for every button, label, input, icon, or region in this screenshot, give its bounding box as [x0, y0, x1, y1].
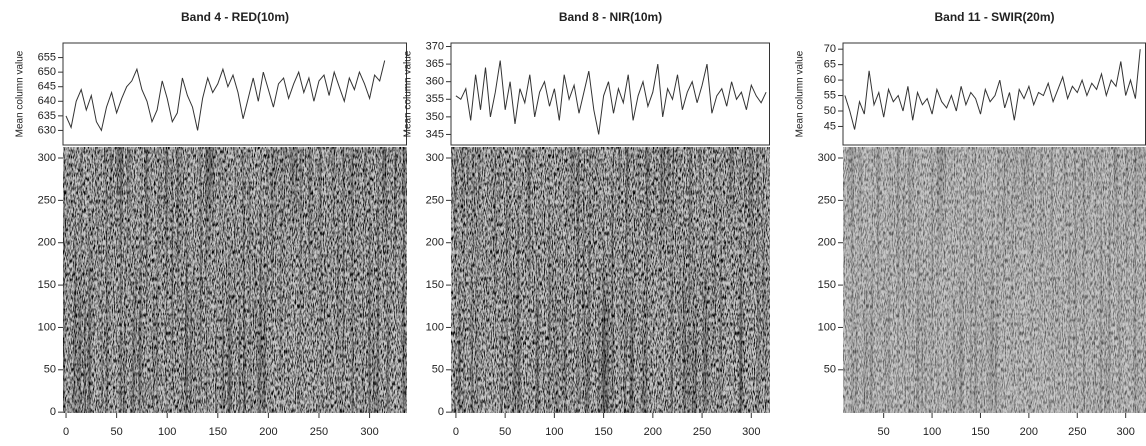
y-tick-label: 250 [38, 194, 56, 206]
y-tick-label: 645 [38, 81, 56, 93]
y-tick-label: 300 [426, 152, 444, 164]
x-tick-label: 0 [63, 426, 69, 438]
y-tick-label: 365 [426, 58, 444, 70]
y-tick-label: 60 [824, 74, 836, 86]
x-tick-label: 50 [878, 426, 890, 438]
y-tick-label: 100 [38, 321, 56, 333]
image-streaks [843, 147, 1146, 413]
panel-title: Band 11 - SWIR(20m) [934, 10, 1054, 24]
panel-title: Band 8 - NIR(10m) [559, 10, 662, 24]
line [455, 60, 767, 135]
y-tick-label: 65 [824, 59, 836, 71]
x-tick-label: 250 [1068, 426, 1086, 438]
y-tick-label: 650 [38, 66, 56, 78]
y-tick-label: 200 [38, 237, 56, 249]
y-axis-label: Mean column value [795, 50, 806, 137]
plot-frame [842, 42, 1146, 146]
y-tick-label: 630 [38, 124, 56, 136]
y-tick-label: 50 [824, 364, 836, 376]
y-tick-label: 0 [50, 406, 56, 418]
y-tick-label: 370 [426, 40, 444, 52]
x-tick-label: 300 [360, 426, 378, 438]
y-axis-label: Mean column value [15, 50, 26, 137]
y-tick-label: 200 [818, 237, 836, 249]
image-streaks [451, 147, 770, 413]
y-tick-label: 655 [38, 51, 56, 63]
x-tick-label: 200 [1020, 426, 1038, 438]
y-tick-label: 150 [426, 279, 444, 291]
x-tick-label: 150 [594, 426, 612, 438]
y-tick-label: 100 [818, 321, 836, 333]
y-axis-label: Mean column value [403, 50, 414, 137]
x-tick-label: 200 [644, 426, 662, 438]
y-tick-label: 55 [824, 89, 836, 101]
x-tick-label: 200 [259, 426, 277, 438]
y-tick-label: 635 [38, 110, 56, 122]
y-tick-label: 50 [824, 105, 836, 117]
x-tick-label: 100 [923, 426, 941, 438]
image-streaks [63, 147, 407, 413]
y-tick-label: 0 [438, 406, 444, 418]
y-tick-label: 300 [818, 152, 836, 164]
x-tick-label: 150 [971, 426, 989, 438]
y-tick-label: 50 [432, 364, 444, 376]
y-tick-label: 70 [824, 43, 836, 55]
y-tick-label: 345 [426, 128, 444, 140]
x-tick-label: 50 [110, 426, 122, 438]
y-tick-label: 250 [426, 194, 444, 206]
plot-frame [62, 42, 407, 146]
y-tick-label: 300 [38, 152, 56, 164]
x-tick-label: 100 [158, 426, 176, 438]
x-tick-label: 50 [499, 426, 511, 438]
y-tick-label: 150 [818, 279, 836, 291]
x-tick-label: 250 [693, 426, 711, 438]
line [65, 60, 386, 132]
y-tick-label: 150 [38, 279, 56, 291]
y-tick-label: 100 [426, 321, 444, 333]
y-tick-label: 45 [824, 120, 836, 132]
y-tick-label: 50 [44, 364, 56, 376]
y-tick-label: 360 [426, 76, 444, 88]
x-tick-label: 300 [742, 426, 760, 438]
x-tick-label: 0 [453, 426, 459, 438]
x-tick-label: 250 [310, 426, 328, 438]
line [844, 49, 1141, 130]
y-tick-label: 250 [818, 194, 836, 206]
x-tick-label: 150 [209, 426, 227, 438]
y-tick-label: 355 [426, 93, 444, 105]
x-tick-label: 300 [1116, 426, 1134, 438]
x-tick-label: 100 [545, 426, 563, 438]
plot-frame [450, 42, 770, 146]
y-tick-label: 350 [426, 111, 444, 123]
y-tick-label: 200 [426, 237, 444, 249]
y-tick-label: 640 [38, 95, 56, 107]
panel-title: Band 4 - RED(10m) [181, 10, 289, 24]
